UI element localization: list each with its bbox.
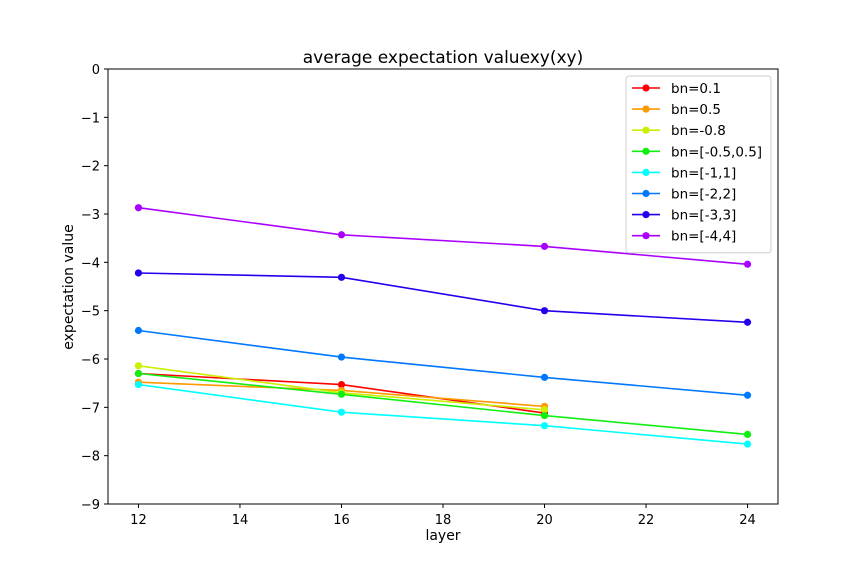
legend-entry: bn=[-2,2] <box>632 187 736 203</box>
data-point <box>337 353 346 361</box>
plot-area <box>107 68 779 505</box>
data-point <box>743 391 752 399</box>
legend-swatch-marker <box>642 232 650 240</box>
x-axis: 12 14 16 18 20 22 24 <box>130 504 756 528</box>
data-point <box>337 273 346 281</box>
data-point <box>337 381 346 389</box>
series-4 <box>134 381 752 448</box>
legend-swatch-marker <box>642 168 650 176</box>
data-point <box>134 369 143 378</box>
legend-label: bn=[-4,4] <box>671 229 736 245</box>
y-tick-label: −7 <box>81 401 100 416</box>
data-point <box>540 406 549 414</box>
y-tick-label: −6 <box>81 353 100 368</box>
y-tick-label: −9 <box>81 498 100 513</box>
legend-swatch-marker <box>642 105 650 113</box>
series-line <box>138 206 748 266</box>
legend: bn=0.1 bn=0.5 bn=-0.8 bn=[-0.5,0.5] bn=[-1,1… <box>625 75 772 254</box>
data-point <box>743 440 752 448</box>
chart-title: average expectation valuexy(xy) <box>303 48 584 68</box>
y-tick-label: −1 <box>81 111 100 126</box>
legend-label: bn=0.5 <box>671 102 721 118</box>
legend-entry: bn=[-0.5,0.5] <box>632 144 762 160</box>
data-point <box>337 231 346 239</box>
x-axis-label: layer <box>425 528 460 544</box>
series-line <box>138 372 748 436</box>
x-tick-label: 12 <box>130 513 147 528</box>
series-7 <box>134 204 752 268</box>
legend-label: bn=[-2,2] <box>671 187 736 203</box>
y-tick-label: −4 <box>81 256 100 271</box>
y-tick-label: 0 <box>92 63 100 78</box>
x-tick-label: 24 <box>739 513 756 528</box>
legend-swatch-marker <box>642 189 650 198</box>
legend-entry: bn=[-4,4] <box>632 229 736 245</box>
data-point <box>337 408 346 416</box>
legend-box <box>625 75 772 254</box>
legend-swatch-marker <box>642 126 650 134</box>
series-line <box>138 329 748 397</box>
data-point <box>134 381 143 389</box>
series-line <box>138 272 748 324</box>
legend-label: bn=-0.8 <box>671 123 726 139</box>
data-point <box>540 373 549 381</box>
x-tick-label: 16 <box>333 513 350 528</box>
x-tick-label: 22 <box>638 513 655 528</box>
series-5 <box>134 326 752 399</box>
data-point <box>134 326 143 335</box>
data-point <box>743 260 752 268</box>
y-tick-label: −5 <box>81 305 100 320</box>
data-point <box>540 242 549 250</box>
x-tick-label: 20 <box>536 513 553 528</box>
y-axis: 0 −1 −2 −3 −4 −5 −6 −7 −8 −9 <box>81 63 108 513</box>
legend-swatch-marker <box>642 211 650 219</box>
legend-entry: bn=0.5 <box>632 102 721 118</box>
y-tick-label: −8 <box>81 450 100 465</box>
legend-label: bn=[-0.5,0.5] <box>671 144 762 160</box>
series-6 <box>134 269 752 326</box>
y-axis-label: expectation value <box>61 224 77 349</box>
legend-entry: bn=0.1 <box>632 81 721 97</box>
series-3 <box>134 369 752 438</box>
data-point <box>134 362 143 370</box>
y-tick-label: −3 <box>81 208 100 223</box>
series-line <box>138 383 748 445</box>
legend-label: bn=0.1 <box>671 81 721 97</box>
data-point <box>540 422 549 430</box>
x-tick-label: 14 <box>232 513 249 528</box>
data-point <box>337 390 346 398</box>
y-tick-label: −2 <box>81 160 100 175</box>
data-point <box>743 318 752 326</box>
data-point <box>540 411 549 420</box>
x-tick-label: 18 <box>435 513 452 528</box>
legend-entry: bn=-0.8 <box>632 123 726 139</box>
legend-entry: bn=[-3,3] <box>632 208 736 224</box>
legend-swatch-marker <box>642 84 650 92</box>
data-point <box>743 430 752 438</box>
legend-entry: bn=[-1,1] <box>632 165 736 181</box>
legend-label: bn=[-1,1] <box>671 165 736 181</box>
data-point <box>134 269 143 277</box>
legend-label: bn=[-3,3] <box>671 208 736 224</box>
data-point <box>134 204 143 212</box>
legend-swatch-marker <box>642 147 650 155</box>
data-point <box>540 307 549 315</box>
